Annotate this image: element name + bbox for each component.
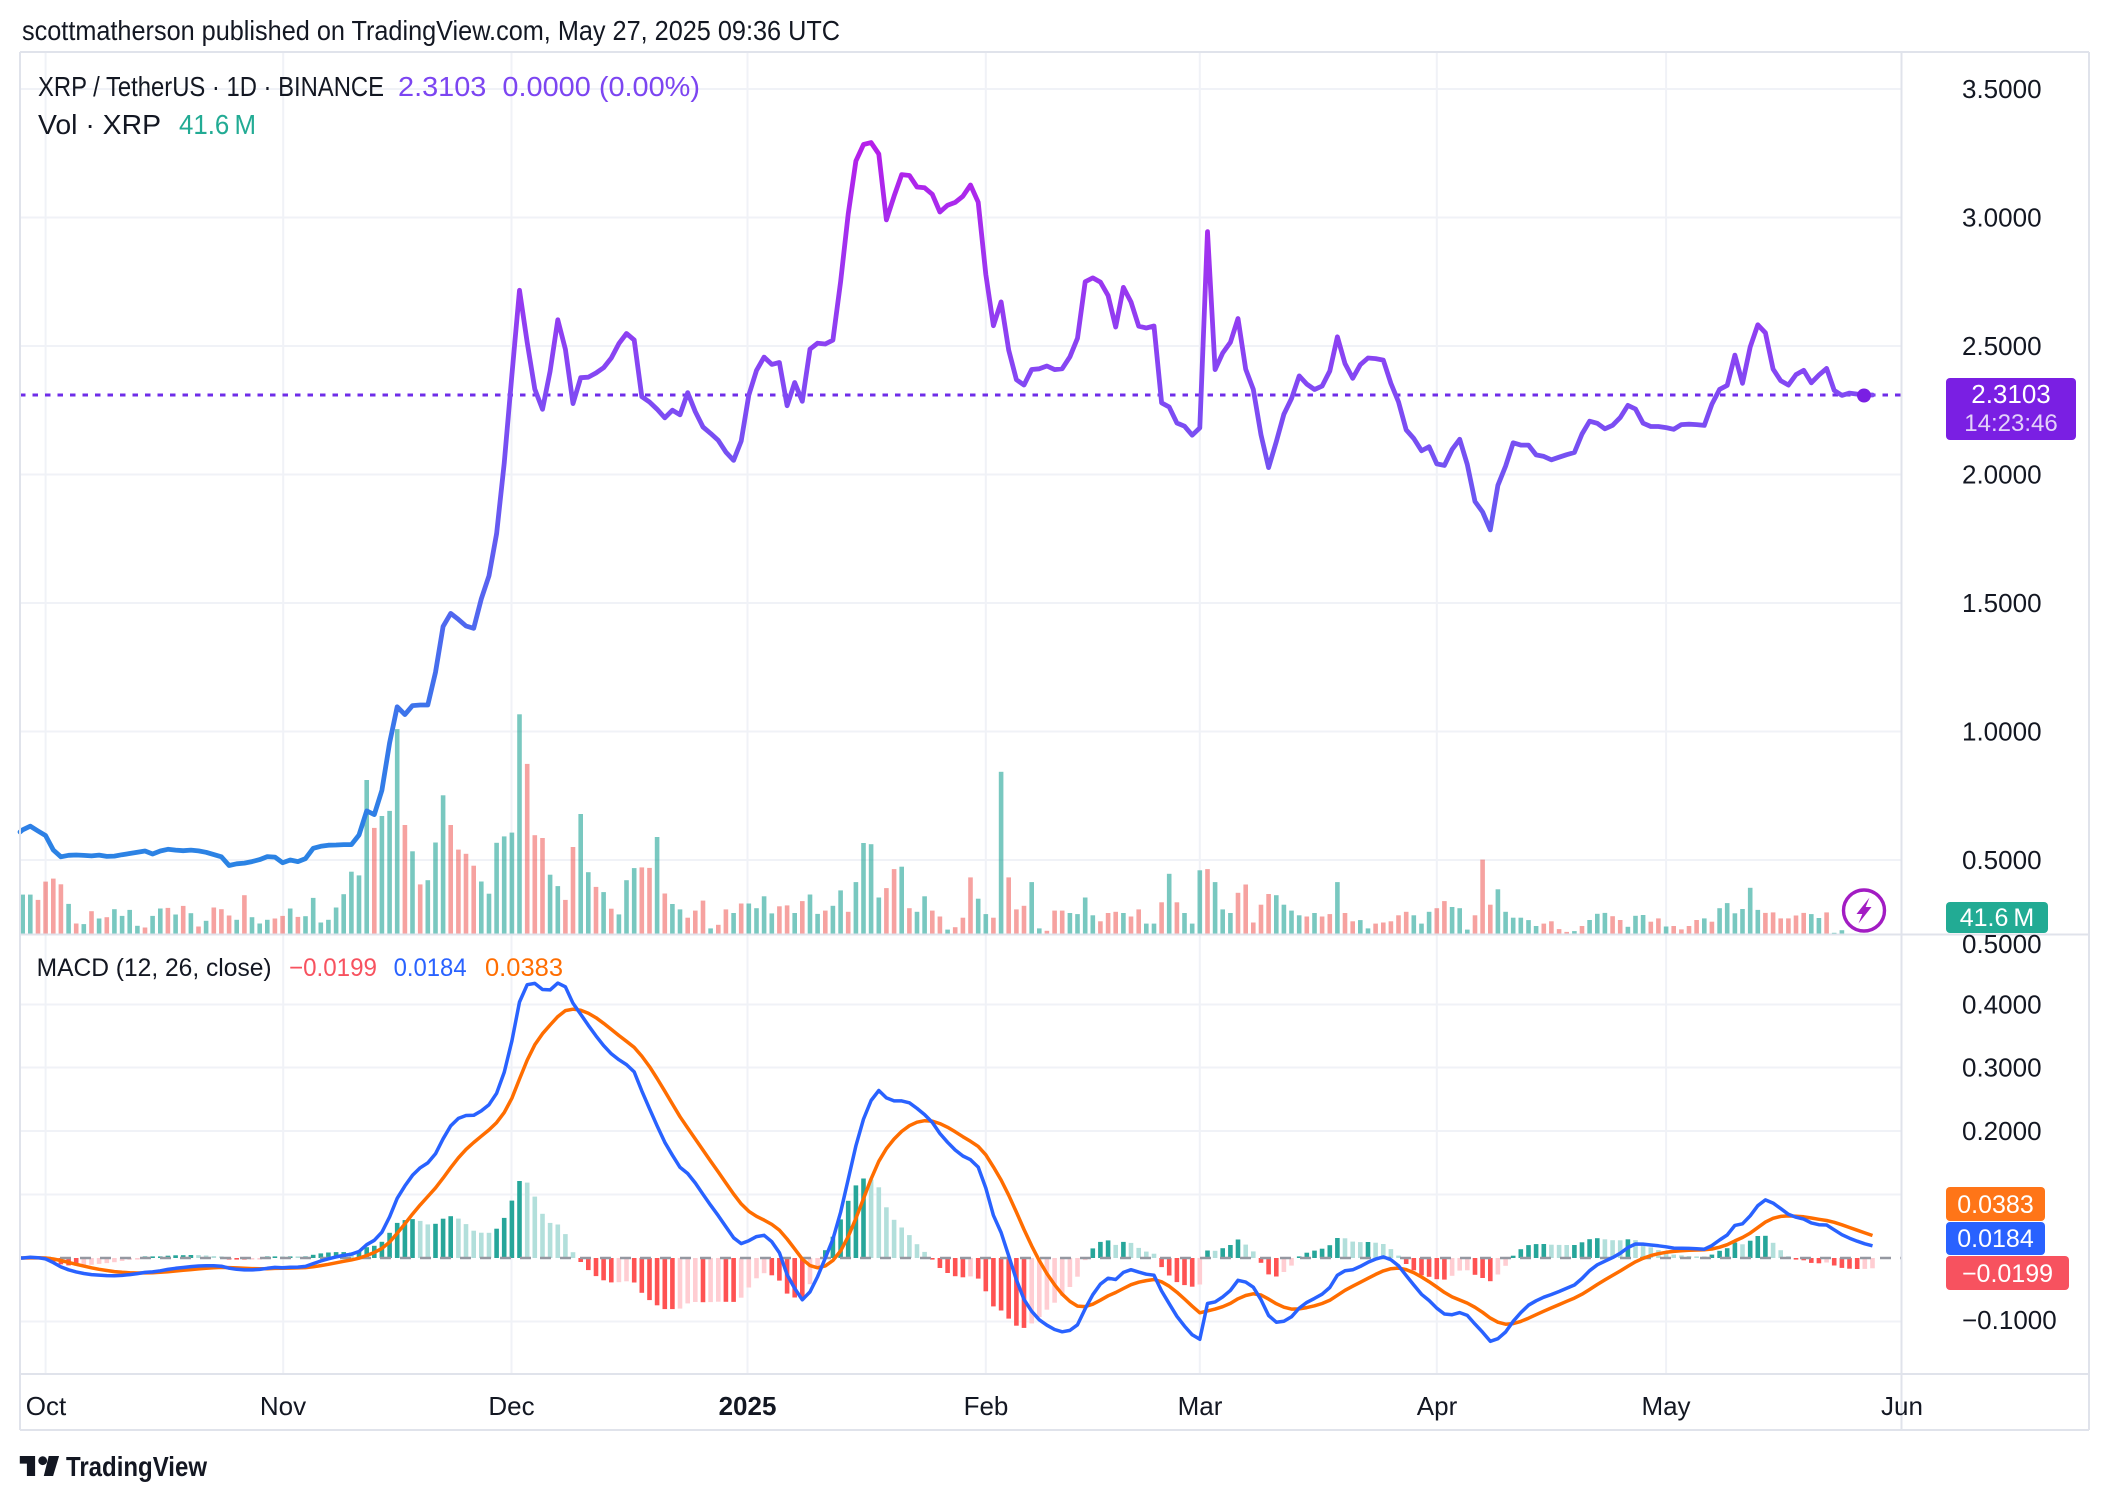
svg-text:−0.0199: −0.0199 — [289, 954, 377, 982]
svg-text:Jun: Jun — [1881, 1391, 1923, 1421]
svg-text:Vol · XRP: Vol · XRP — [38, 109, 161, 140]
svg-text:41.6 M: 41.6 M — [179, 109, 256, 140]
svg-text:1.5000: 1.5000 — [1962, 588, 2042, 618]
svg-text:3.5000: 3.5000 — [1962, 74, 2042, 104]
svg-text:0.0184: 0.0184 — [1957, 1225, 2034, 1253]
svg-text:2.3103 0.0000 (0.00%): 2.3103 0.0000 (0.00%) — [398, 71, 700, 102]
svg-text:MACD (12, 26, close): MACD (12, 26, close) — [37, 954, 272, 982]
svg-text:2025: 2025 — [719, 1391, 777, 1421]
svg-text:May: May — [1641, 1391, 1690, 1421]
svg-text:0.5000: 0.5000 — [1962, 929, 2042, 959]
svg-text:TradingView: TradingView — [66, 1451, 207, 1482]
svg-text:−0.0199: −0.0199 — [1962, 1260, 2053, 1288]
svg-text:0.2000: 0.2000 — [1962, 1116, 2042, 1146]
svg-text:41.6 M: 41.6 M — [1960, 904, 2035, 932]
svg-text:0.0184: 0.0184 — [394, 954, 467, 982]
svg-text:−0.1000: −0.1000 — [1962, 1305, 2057, 1335]
svg-text:3.0000: 3.0000 — [1962, 203, 2042, 233]
svg-text:2.5000: 2.5000 — [1962, 331, 2042, 361]
svg-text:Feb: Feb — [964, 1391, 1009, 1421]
svg-text:2.0000: 2.0000 — [1962, 460, 2042, 490]
svg-text:0.0383: 0.0383 — [485, 954, 563, 982]
svg-text:Mar: Mar — [1178, 1391, 1223, 1421]
svg-text:0.4000: 0.4000 — [1962, 990, 2042, 1020]
svg-text:Apr: Apr — [1417, 1391, 1458, 1421]
svg-text:scottmatherson published on Tr: scottmatherson published on TradingView.… — [22, 15, 840, 46]
svg-text:1.0000: 1.0000 — [1962, 717, 2042, 747]
svg-text:2.3103: 2.3103 — [1971, 379, 2051, 409]
svg-text:Oct: Oct — [26, 1391, 67, 1421]
svg-text:0.5000: 0.5000 — [1962, 845, 2042, 875]
svg-text:14:23:46: 14:23:46 — [1964, 410, 2057, 437]
svg-text:0.0383: 0.0383 — [1957, 1191, 2033, 1219]
svg-text:0.3000: 0.3000 — [1962, 1053, 2042, 1083]
svg-text:Nov: Nov — [260, 1391, 306, 1421]
svg-text:XRP / TetherUS · 1D · BINANCE: XRP / TetherUS · 1D · BINANCE — [38, 71, 384, 102]
svg-text:Dec: Dec — [488, 1391, 534, 1421]
